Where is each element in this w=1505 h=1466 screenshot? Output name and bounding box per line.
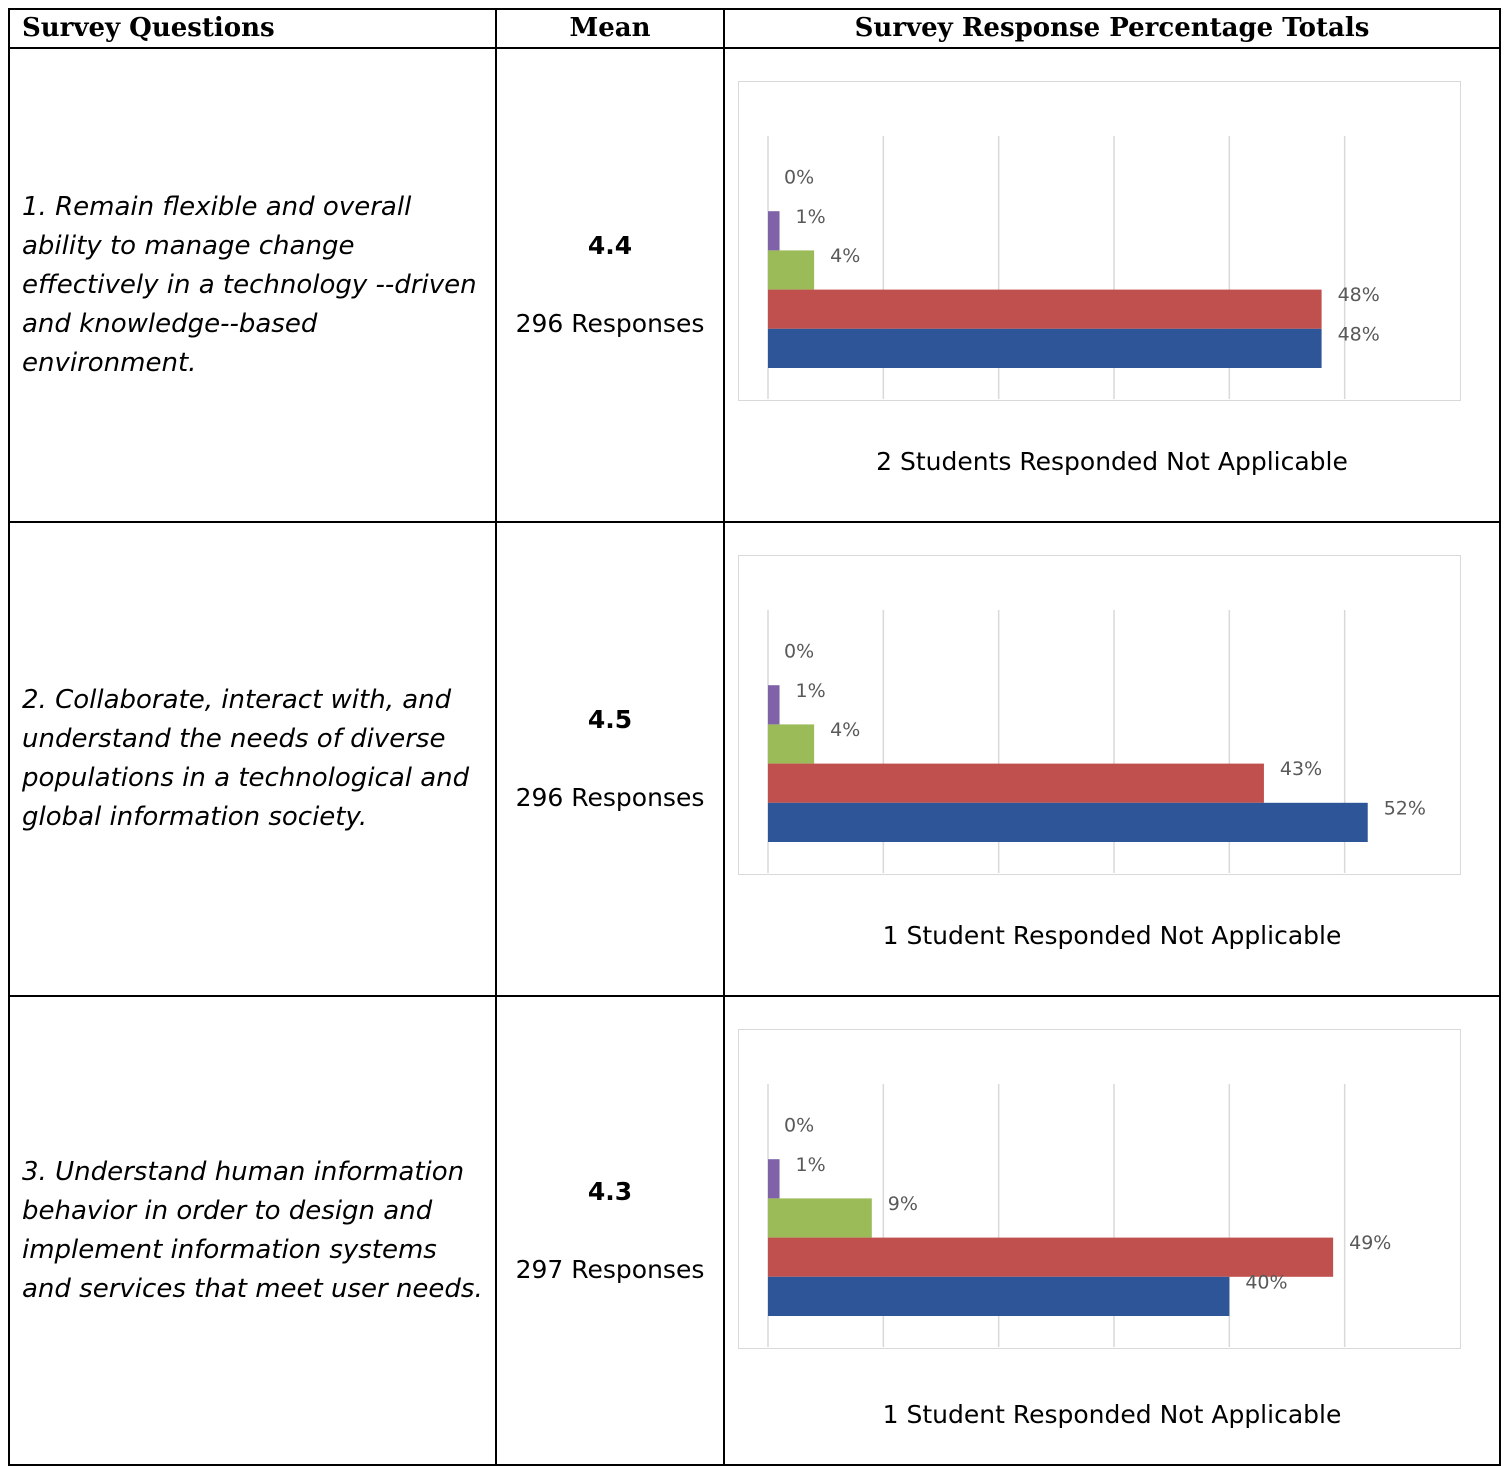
- data-label: 0%: [784, 167, 814, 189]
- data-label: 4%: [830, 719, 860, 741]
- bar: [768, 1276, 1230, 1316]
- response-count: 297 Responses: [515, 1254, 705, 1284]
- data-label: 48%: [1338, 323, 1380, 345]
- mean-value: 4.3: [587, 1176, 633, 1206]
- header-survey-questions: Survey Questions: [8, 8, 497, 49]
- data-label: 49%: [1349, 1232, 1391, 1254]
- response-count: 296 Responses: [515, 309, 705, 338]
- bar-chart: 0% 1% 9% 49% 40%: [767, 1084, 1391, 1347]
- bar-chart: 0% 1%4% 48% 48%: [767, 136, 1380, 399]
- bar: [768, 763, 1264, 803]
- data-label: 9%: [888, 1193, 918, 1215]
- bar: [768, 250, 815, 290]
- data-label: 40%: [1245, 1271, 1287, 1293]
- bar: [768, 724, 815, 764]
- bar: [768, 1237, 1334, 1277]
- data-label: 0%: [784, 641, 814, 663]
- question-text: 1. Remain flexible and overall ability t…: [22, 191, 477, 378]
- chart-cell: 0% 1% 4% 48% 48% 2 Students Responded Not Ap…: [723, 47, 1501, 523]
- chart-frame: 0% 1% 4% 43% 52%: [738, 555, 1461, 875]
- data-label: 1%: [796, 206, 826, 228]
- bar: [768, 802, 1368, 842]
- table-row: 2. Collaborate, interact with, and under…: [8, 521, 1501, 997]
- header-row: Survey Questions Mean Survey Response Pe…: [8, 8, 1501, 49]
- not-applicable-note: 1 Student Responded Not Applicable: [882, 1400, 1342, 1429]
- mean-cell: 4.5 296 Responses: [495, 521, 725, 997]
- question-cell: 2. Collaborate, interact with, and under…: [8, 521, 497, 997]
- chart-cell: 0% 1% 9% 49% 40% 1 Student Responded Not App…: [723, 995, 1501, 1466]
- response-count: 296 Responses: [515, 783, 705, 812]
- survey-table: Survey Questions Mean Survey Response Pe…: [8, 8, 1501, 1466]
- data-label: 4%: [830, 245, 860, 267]
- question-cell: 1. Remain flexible and overall ability t…: [8, 47, 497, 523]
- chart-frame: 0% 1% 9% 49% 40%: [738, 1029, 1461, 1349]
- table-row: 3. Understand human information behavior…: [8, 995, 1501, 1466]
- bar: [768, 211, 780, 251]
- data-label: 43%: [1280, 758, 1322, 780]
- chart-frame: 0% 1% 4% 48% 48%: [738, 81, 1461, 401]
- not-applicable-note: 2 Students Responded Not Applicable: [876, 447, 1348, 476]
- question-text: 2. Collaborate, interact with, and under…: [22, 685, 470, 832]
- bar-chart: 0% 1%4% 43% 52%: [767, 610, 1426, 873]
- bar: [768, 1159, 780, 1199]
- data-label: 1%: [796, 1154, 826, 1176]
- question-cell: 3. Understand human information behavior…: [8, 995, 497, 1466]
- bar: [768, 685, 780, 725]
- mean-value: 4.4: [587, 231, 633, 260]
- mean-cell: 4.4 296 Responses: [495, 47, 725, 523]
- bar: [768, 328, 1322, 368]
- mean-cell: 4.3 297 Responses: [495, 995, 725, 1466]
- chart-cell: 0% 1% 4% 43% 52% 1 Student Responded Not App…: [723, 521, 1501, 997]
- not-applicable-note: 1 Student Responded Not Applicable: [882, 921, 1342, 950]
- data-label: 48%: [1338, 284, 1380, 306]
- bar: [768, 1198, 872, 1238]
- question-text: 3. Understand human information behavior…: [22, 1156, 483, 1304]
- data-label: 1%: [796, 680, 826, 702]
- bar: [768, 289, 1322, 329]
- table-row: 1. Remain flexible and overall ability t…: [8, 47, 1501, 523]
- data-label: 0%: [784, 1115, 814, 1137]
- header-mean: Mean: [495, 8, 725, 49]
- header-percentage-totals: Survey Response Percentage Totals: [723, 8, 1501, 49]
- data-label: 52%: [1384, 797, 1426, 819]
- mean-value: 4.5: [587, 705, 633, 734]
